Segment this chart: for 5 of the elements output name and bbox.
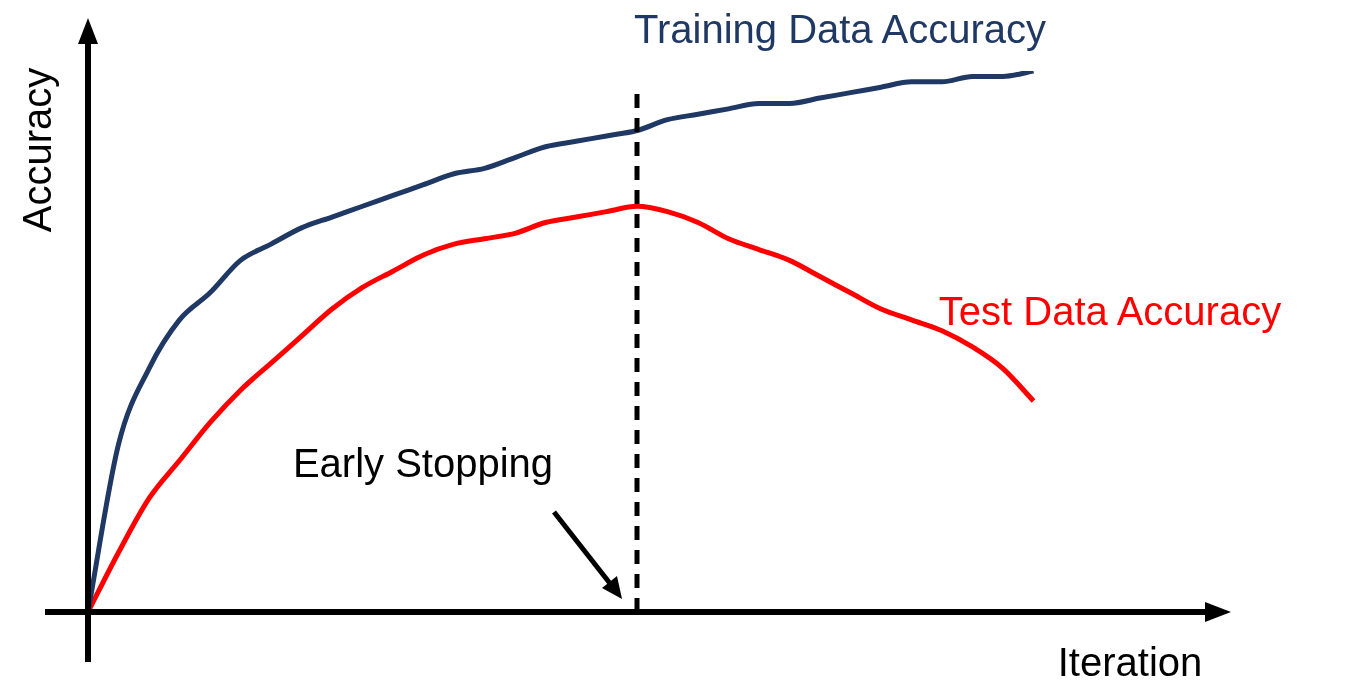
x-axis-title: Iteration: [1057, 640, 1203, 685]
series-label: Test Data Accuracy: [938, 289, 1282, 334]
y-axis-title: Accuracy: [15, 67, 60, 233]
annotation: Early Stopping: [292, 441, 554, 486]
series-label: Training Data Accuracy: [633, 7, 1047, 52]
